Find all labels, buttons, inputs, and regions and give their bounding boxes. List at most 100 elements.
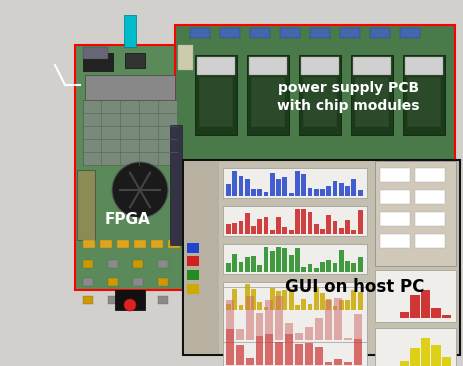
Bar [124,15,136,47]
Bar [265,334,273,365]
Bar [379,168,409,182]
Bar [285,323,293,340]
Bar [83,47,108,59]
Bar [244,284,249,310]
Bar [288,229,293,234]
Bar [250,190,255,196]
Text: FPGA: FPGA [105,213,150,228]
Bar [354,77,388,127]
Bar [357,190,362,196]
Bar [294,209,299,234]
Bar [420,290,429,318]
Bar [223,282,366,312]
Bar [288,193,293,196]
Bar [232,223,237,234]
Bar [245,296,253,340]
Bar [75,45,185,290]
Bar [223,206,366,236]
Bar [232,288,237,310]
Bar [344,220,349,234]
Bar [263,217,268,234]
Bar [338,183,343,196]
Bar [339,28,359,38]
Bar [314,347,322,365]
Bar [194,55,237,135]
Bar [150,240,163,248]
Bar [300,57,338,75]
Bar [379,212,409,226]
Bar [399,361,408,366]
Bar [357,292,362,310]
Bar [319,189,324,196]
Bar [325,260,331,272]
Bar [304,327,312,340]
Bar [313,287,318,310]
Bar [83,240,95,248]
Bar [351,262,356,272]
Text: power supply PCB
with chip modules: power supply PCB with chip modules [277,81,419,113]
Bar [399,28,419,38]
Bar [238,262,243,272]
Bar [304,343,312,365]
Bar [314,318,322,340]
Bar [199,77,232,127]
Bar [219,28,239,38]
Bar [238,176,243,196]
Bar [182,160,459,355]
Bar [223,168,366,198]
Bar [420,338,429,366]
Bar [83,296,93,304]
Bar [269,173,274,196]
Text: GUI on host PC: GUI on host PC [284,278,424,296]
Bar [184,161,219,354]
Bar [269,251,274,272]
Bar [294,305,299,310]
Bar [344,338,351,340]
Bar [275,217,281,234]
Bar [187,243,199,253]
Bar [235,329,243,340]
Bar [319,262,324,272]
Bar [108,296,118,304]
Bar [257,190,262,196]
Bar [269,230,274,234]
Bar [307,212,312,234]
Bar [178,45,193,70]
Bar [430,308,440,318]
Bar [232,254,237,272]
Bar [357,257,362,272]
Bar [324,299,332,340]
Bar [115,290,144,310]
Bar [294,248,299,272]
Bar [300,299,306,310]
Bar [399,312,408,318]
Bar [133,260,143,268]
Bar [225,300,233,340]
Bar [249,57,287,75]
Bar [263,247,268,272]
Bar [169,125,181,245]
Bar [133,278,143,286]
Bar [334,298,342,340]
Bar [158,260,168,268]
Bar [285,334,293,365]
Bar [244,213,249,234]
Bar [402,55,444,135]
Bar [325,299,331,310]
Bar [302,77,336,127]
Bar [255,313,263,340]
Bar [307,265,312,272]
Bar [404,57,442,75]
Bar [189,28,210,38]
Bar [255,336,263,365]
Bar [244,257,249,272]
Bar [351,230,356,234]
Bar [275,342,282,365]
Bar [257,302,262,310]
Bar [282,249,287,272]
Bar [279,28,300,38]
Bar [250,289,255,310]
Bar [298,55,340,135]
Bar [374,328,455,366]
Bar [250,257,255,272]
